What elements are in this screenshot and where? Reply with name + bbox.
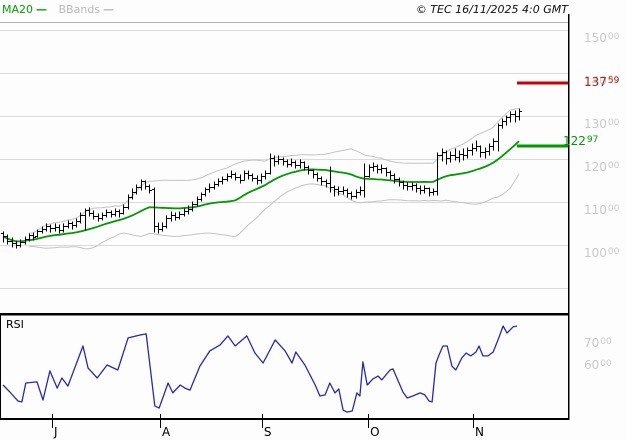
copyright-label: © TEC 16/11/2025 4:0 GMT	[415, 3, 568, 16]
rsi-axis-label: 6000	[584, 358, 612, 373]
legend-item-bbands: BBands —	[59, 3, 117, 16]
price-axis-label: 14000	[584, 73, 620, 88]
x-axis-month-label: A	[161, 425, 171, 439]
x-axis-month-label: N	[474, 425, 484, 439]
rsi-panel-label: RSI	[6, 318, 24, 331]
resistance-level-label: 13759	[584, 74, 620, 89]
x-axis-month-label: J	[54, 425, 58, 439]
chart-legend: MA20— BBands —	[2, 3, 116, 16]
legend-bbands-line-swatch: —	[103, 3, 115, 16]
price-axis-label: 10000	[584, 246, 620, 261]
price-axis-label: 13000	[584, 116, 620, 131]
rsi-axis-label: 7000	[584, 336, 612, 351]
x-axis-month-label: O	[370, 425, 380, 439]
legend-ma20-label: MA20	[2, 3, 34, 16]
price-axis-label: 11000	[584, 202, 620, 217]
legend-item-ma20: MA20—	[2, 3, 53, 16]
price-axis-label: 12000	[584, 159, 620, 174]
legend-ma20-line-swatch: —	[36, 3, 48, 16]
x-axis-month-label: S	[263, 425, 272, 439]
ma20-level-label: 12297	[563, 134, 599, 148]
price-axis-label: 15000	[584, 30, 620, 45]
legend-bbands-label: BBands	[58, 3, 101, 16]
